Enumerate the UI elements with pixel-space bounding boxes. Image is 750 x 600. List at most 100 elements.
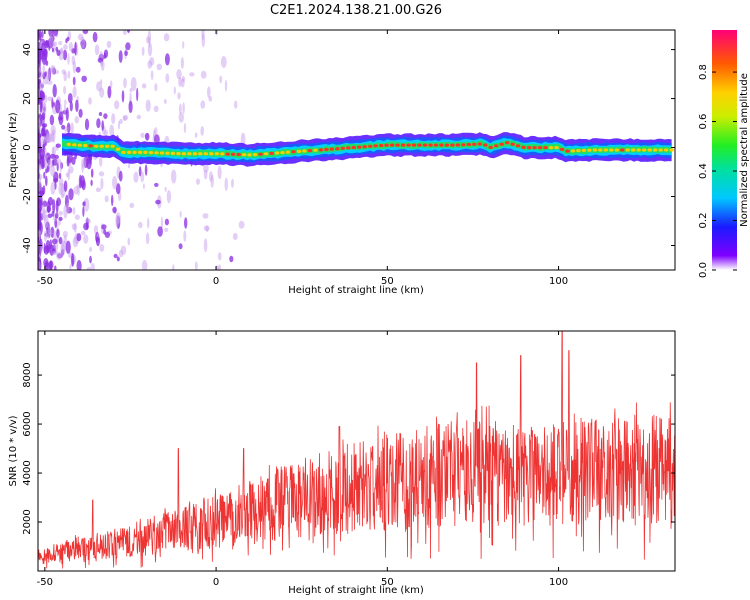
speckle-blob <box>52 250 58 255</box>
speckle-blob <box>136 114 141 120</box>
speckle-blob <box>58 111 64 126</box>
speckle-blob <box>203 225 210 232</box>
speckle-blob <box>140 171 145 183</box>
x-tick-label: -50 <box>37 276 53 287</box>
speckle-blob <box>61 124 66 130</box>
speckle-blob <box>118 50 123 63</box>
speckle-blob <box>72 86 77 98</box>
speckle-blob <box>224 177 228 191</box>
speckle-blob <box>196 178 200 185</box>
ridge-peak <box>72 143 77 147</box>
speckle-blob <box>81 157 87 169</box>
speckle-blob <box>38 225 41 231</box>
speckle-blob <box>67 53 70 66</box>
speckle-blob <box>124 50 128 57</box>
speckle-blob <box>60 47 64 54</box>
speckle-blob <box>116 256 120 262</box>
ridge-peak <box>351 145 356 150</box>
ridge-peak <box>461 143 466 147</box>
speckle-blob <box>104 129 108 136</box>
speckle-blob <box>101 120 104 131</box>
ridge-peak <box>439 143 444 147</box>
speckle-blob <box>184 217 188 229</box>
speckle-blob <box>99 156 103 167</box>
speckle-blob <box>99 244 105 252</box>
speckle-blob <box>51 238 58 245</box>
ridge-peak <box>132 150 137 154</box>
speckle-blob <box>82 206 85 217</box>
speckle-blob <box>115 183 121 195</box>
speckle-blob <box>106 40 112 49</box>
speckle-blob <box>82 30 89 35</box>
speckle-blob <box>54 265 57 270</box>
speckle-blob <box>163 98 167 105</box>
y-tick-label: -40 <box>22 237 33 253</box>
ridge-peak <box>406 143 411 147</box>
speckle-blob <box>92 31 98 43</box>
speckle-blob <box>141 260 148 270</box>
speckle-blob <box>164 186 167 192</box>
speckle-blob <box>94 44 100 56</box>
speckle-blob <box>38 158 41 164</box>
speckle-blob <box>133 171 139 183</box>
speckle-blob <box>65 240 71 254</box>
colorbar: 0.0 0.2 0.4 0.6 0.8 Normalized spectral ampl… <box>698 30 750 278</box>
x-tick-label: 100 <box>549 276 568 287</box>
speckle-blob <box>65 107 69 121</box>
speckle-blob <box>71 55 76 66</box>
speckle-blob <box>38 198 41 205</box>
speckle-blob <box>55 143 61 148</box>
speckle-blob <box>58 172 62 180</box>
ridge-peak <box>373 144 378 148</box>
speckle-blob <box>200 100 206 109</box>
ridge-peak <box>159 151 165 155</box>
ridge-peak <box>203 152 208 156</box>
speckle-blob <box>63 85 67 95</box>
speckle-blob <box>129 202 135 208</box>
bottom-x-axis-label: Height of straight line (km) <box>288 585 424 596</box>
speckle-blob <box>44 214 49 229</box>
ridge-peak <box>647 148 652 152</box>
speckle-blob <box>56 251 62 260</box>
x-tick-label: -50 <box>37 577 53 588</box>
ridge-peak <box>543 146 548 150</box>
speckle-blob <box>141 83 147 89</box>
speckle-blob <box>38 134 41 149</box>
speckle-blob <box>45 175 48 187</box>
ridge-peak <box>258 152 263 156</box>
speckle-blob <box>47 225 51 235</box>
ridge-peak <box>252 153 258 157</box>
speckle-blob <box>100 61 104 67</box>
speckle-blob <box>200 70 207 79</box>
ridge-peak <box>110 144 115 148</box>
speckle-blob <box>98 112 103 116</box>
colorbar-tick-label: 0.8 <box>698 64 709 80</box>
ridge-peak <box>384 143 389 147</box>
speckle-blob <box>58 210 63 216</box>
speckle-blob <box>58 216 63 221</box>
ridge-peak <box>444 143 450 147</box>
ridge-peak <box>576 149 581 153</box>
speckle-blob <box>208 96 213 102</box>
ridge-peak <box>411 143 417 147</box>
speckle-blob <box>172 264 175 270</box>
ridge-peak <box>587 148 592 152</box>
colorbar-ticks: 0.0 0.2 0.4 0.6 0.8 <box>698 64 737 278</box>
speckle-blob <box>53 230 57 240</box>
speckle-blob <box>154 127 158 136</box>
speckle-blob <box>41 30 44 38</box>
ridge-peak <box>417 143 422 147</box>
speckle-blob <box>118 170 123 182</box>
speckle-blob <box>90 262 95 270</box>
speckle-blob <box>127 163 131 169</box>
speckle-blob <box>154 182 159 187</box>
ridge-peak <box>340 146 345 150</box>
speckle-blob <box>145 232 150 245</box>
speckle-blob <box>42 144 45 151</box>
speckle-blob <box>84 118 90 131</box>
speckle-blob <box>109 124 115 138</box>
speckle-blob <box>231 178 234 188</box>
speckle-blob <box>114 100 120 110</box>
ridge-peak <box>143 150 148 154</box>
ridge-peak <box>422 143 428 147</box>
